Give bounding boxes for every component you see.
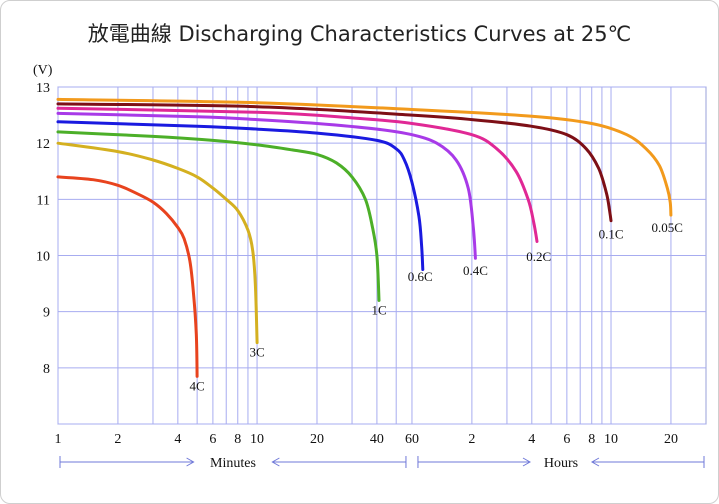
x-tick-label: 4 xyxy=(174,432,181,447)
y-tick-label: 8 xyxy=(43,362,50,377)
y-tick-label: 10 xyxy=(36,250,50,265)
x-tick-label: 40 xyxy=(370,432,384,447)
series-line-0_05C xyxy=(56,97,673,217)
y-axis-unit-label: (V) xyxy=(33,63,53,78)
x-segment-label: Hours xyxy=(544,456,578,471)
x-tick-label: 4 xyxy=(528,432,535,447)
x-tick-label: 2 xyxy=(114,432,121,447)
y-tick-label: 13 xyxy=(36,81,50,96)
x-tick-label: 10 xyxy=(604,432,618,447)
x-tick-label: 10 xyxy=(250,432,264,447)
series-label-0_2C: 0.2C xyxy=(526,249,551,264)
series-curves xyxy=(56,97,673,378)
x-tick-label: 20 xyxy=(310,432,324,447)
series-label-0_05C: 0.05C xyxy=(652,220,683,235)
y-tick-label: 9 xyxy=(43,306,50,321)
y-tick-label: 12 xyxy=(36,137,50,152)
series-label-0_4C: 0.4C xyxy=(463,263,488,278)
segment-arrowhead-right xyxy=(186,457,195,467)
x-tick-label: 8 xyxy=(588,432,595,447)
x-tick-label: 6 xyxy=(563,432,570,447)
segment-arrowhead-left xyxy=(271,457,280,467)
series-labels: 4C 3C 1C 0.6C 0.4C 0.2C 0.1C 0.05C xyxy=(190,220,683,393)
x-segment-hours: Hours xyxy=(417,456,705,471)
x-tick-label: 2 xyxy=(468,432,475,447)
series-line-0_2C xyxy=(56,106,539,243)
series-label-4C: 4C xyxy=(190,378,205,393)
segment-arrowhead-right xyxy=(522,457,531,467)
x-tick-label: 6 xyxy=(209,432,216,447)
series-line-0_4C xyxy=(56,111,477,260)
x-segment-minutes: Minutes xyxy=(59,456,407,471)
series-line-0_6C xyxy=(56,120,425,271)
x-tick-label: 60 xyxy=(405,432,419,447)
x-segment-label: Minutes xyxy=(210,456,256,471)
x-tick-label: 1 xyxy=(55,432,62,447)
x-tick-label: 8 xyxy=(234,432,241,447)
series-line-0_1C xyxy=(56,102,613,223)
series-label-1C: 1C xyxy=(371,302,386,317)
series-line-4C xyxy=(56,175,199,378)
series-label-0_6C: 0.6C xyxy=(408,269,433,284)
segment-arrowhead-left xyxy=(590,457,600,467)
chart-title: 放電曲線 Discharging Characteristics Curves … xyxy=(87,22,632,46)
series-label-0_1C: 0.1C xyxy=(599,227,624,242)
series-line-3C xyxy=(56,141,259,345)
y-tick-label: 11 xyxy=(37,193,50,208)
series-label-3C: 3C xyxy=(249,345,264,360)
x-tick-label: 20 xyxy=(664,432,678,447)
series-line-1C xyxy=(56,130,381,302)
